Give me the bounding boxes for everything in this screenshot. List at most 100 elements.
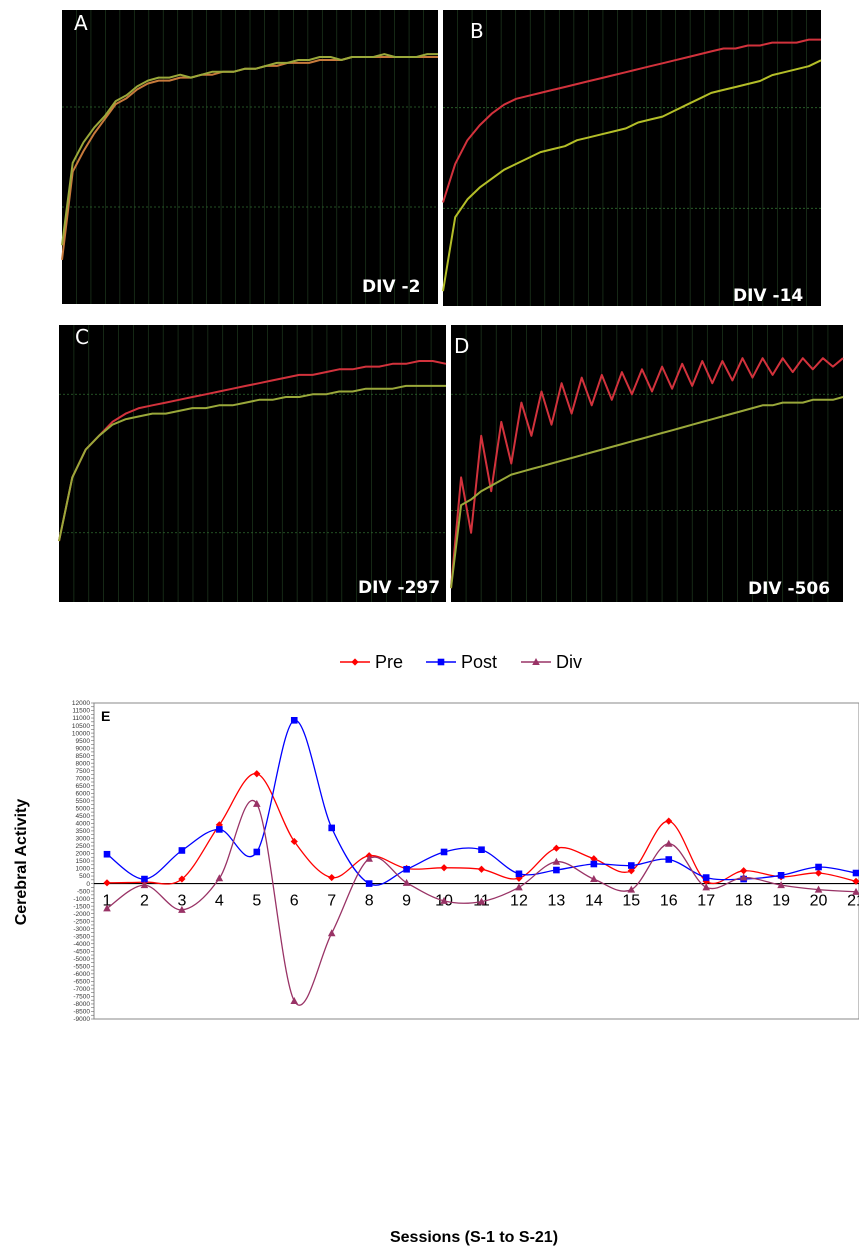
series-line (106, 719, 857, 886)
y-tick-label: 6000 (76, 790, 91, 797)
y-tick-label: -6000 (73, 971, 90, 978)
data-point (253, 799, 261, 807)
data-point (852, 877, 859, 885)
series-line-1 (58, 360, 447, 542)
panel-c-letter: C (75, 325, 89, 349)
y-tick-label: 11000 (72, 715, 90, 722)
data-point (777, 881, 785, 889)
y-tick-label: 12000 (72, 700, 90, 707)
y-tick-label: 11500 (72, 708, 90, 715)
y-tick-label: -3500 (73, 933, 90, 940)
x-tick-label: 1 (103, 893, 112, 910)
legend-label: Post (461, 652, 497, 672)
y-tick-label: 4500 (76, 813, 91, 820)
y-tick-label: -500 (77, 888, 90, 895)
panel-d-grid (451, 325, 843, 602)
x-tick-label: 13 (548, 893, 566, 910)
x-tick-label: 21 (847, 893, 859, 910)
data-point (552, 857, 561, 865)
data-point (852, 869, 859, 877)
y-tick-label: 5000 (76, 806, 91, 813)
x-tick-label: 5 (252, 893, 261, 910)
data-point (552, 844, 560, 852)
data-point (141, 875, 148, 883)
data-point (328, 824, 335, 832)
legend-label: Div (556, 652, 582, 672)
y-tick-label: -4000 (73, 941, 90, 948)
y-tick-label: -3000 (73, 926, 90, 933)
panel-c: C DIV -297 (58, 325, 447, 602)
panel-e-series (103, 717, 859, 1006)
panel-b: B DIV -14 (442, 10, 822, 306)
data-point (852, 887, 859, 895)
y-tick-label: 10000 (72, 730, 90, 737)
x-tick-label: 19 (772, 893, 790, 910)
y-tick-label: -7500 (73, 994, 90, 1001)
y-tick-label: -7000 (73, 986, 90, 993)
data-point (515, 870, 523, 878)
y-tick-label: 5500 (76, 798, 91, 805)
y-axis-ticks: 1200011500110001050010000950090008500800… (72, 700, 94, 1023)
data-point (178, 847, 186, 854)
x-tick-label: 16 (660, 893, 678, 910)
panel-a-grid (62, 10, 438, 304)
data-point (103, 904, 111, 912)
y-tick-label: 6500 (76, 783, 91, 790)
x-tick-label: 17 (697, 893, 715, 910)
data-point (702, 874, 710, 881)
data-point (365, 880, 373, 887)
y-tick-label: -6500 (73, 979, 90, 986)
data-point (740, 867, 748, 875)
data-point (590, 875, 598, 883)
panel-b-lines (442, 38, 822, 292)
data-point (815, 863, 822, 871)
data-point (290, 717, 298, 724)
series-line (106, 799, 857, 1006)
legend-marker (437, 658, 445, 666)
y-tick-label: 0 (86, 881, 90, 888)
panel-e: Pre Post Div 12000115001100010500100009500… (13, 652, 859, 1246)
panel-d-lines (450, 357, 844, 589)
data-point (290, 996, 299, 1004)
data-point (327, 929, 336, 937)
panel-d-letter: D (454, 334, 469, 358)
data-point (103, 879, 111, 887)
panel-a: A DIV -2 (61, 10, 438, 304)
data-point (590, 860, 598, 868)
legend: Pre Post Div (340, 652, 582, 672)
data-point (440, 848, 448, 856)
data-point (103, 850, 111, 858)
y-tick-label: -4500 (73, 948, 90, 955)
data-point (739, 873, 748, 881)
series-line-1 (442, 38, 821, 203)
panel-c-annotation: DIV -297 (358, 578, 440, 598)
y-tick-label: 8500 (76, 753, 91, 760)
y-tick-label: -8500 (73, 1009, 90, 1016)
series-line-2 (58, 384, 446, 542)
data-point (590, 855, 598, 863)
legend-marker (351, 658, 359, 666)
panel-c-lines (58, 360, 447, 542)
series-line-2 (442, 59, 822, 292)
data-point (478, 846, 485, 854)
data-point (664, 839, 673, 847)
y-tick-label: 7500 (76, 768, 91, 775)
panel-e-letter: E (101, 708, 110, 724)
panel-b-letter: B (470, 19, 484, 43)
panel-a-lines (61, 53, 438, 261)
y-tick-label: 7000 (76, 775, 91, 782)
y-tick-label: 3500 (76, 828, 91, 835)
data-point (253, 770, 261, 778)
y-tick-label: 8000 (76, 760, 91, 767)
panel-a-annotation: DIV -2 (362, 277, 420, 297)
x-tick-label: 3 (177, 893, 186, 910)
y-tick-label: -2500 (73, 918, 90, 925)
data-point (440, 896, 448, 904)
data-point (290, 837, 298, 846)
x-tick-label: 6 (290, 893, 299, 910)
data-point (665, 817, 673, 825)
x-axis-title: Sessions (S-1 to S-21) (390, 1229, 558, 1246)
x-tick-label: 15 (622, 893, 640, 910)
y-tick-label: -1500 (73, 903, 90, 910)
data-point (814, 885, 823, 893)
